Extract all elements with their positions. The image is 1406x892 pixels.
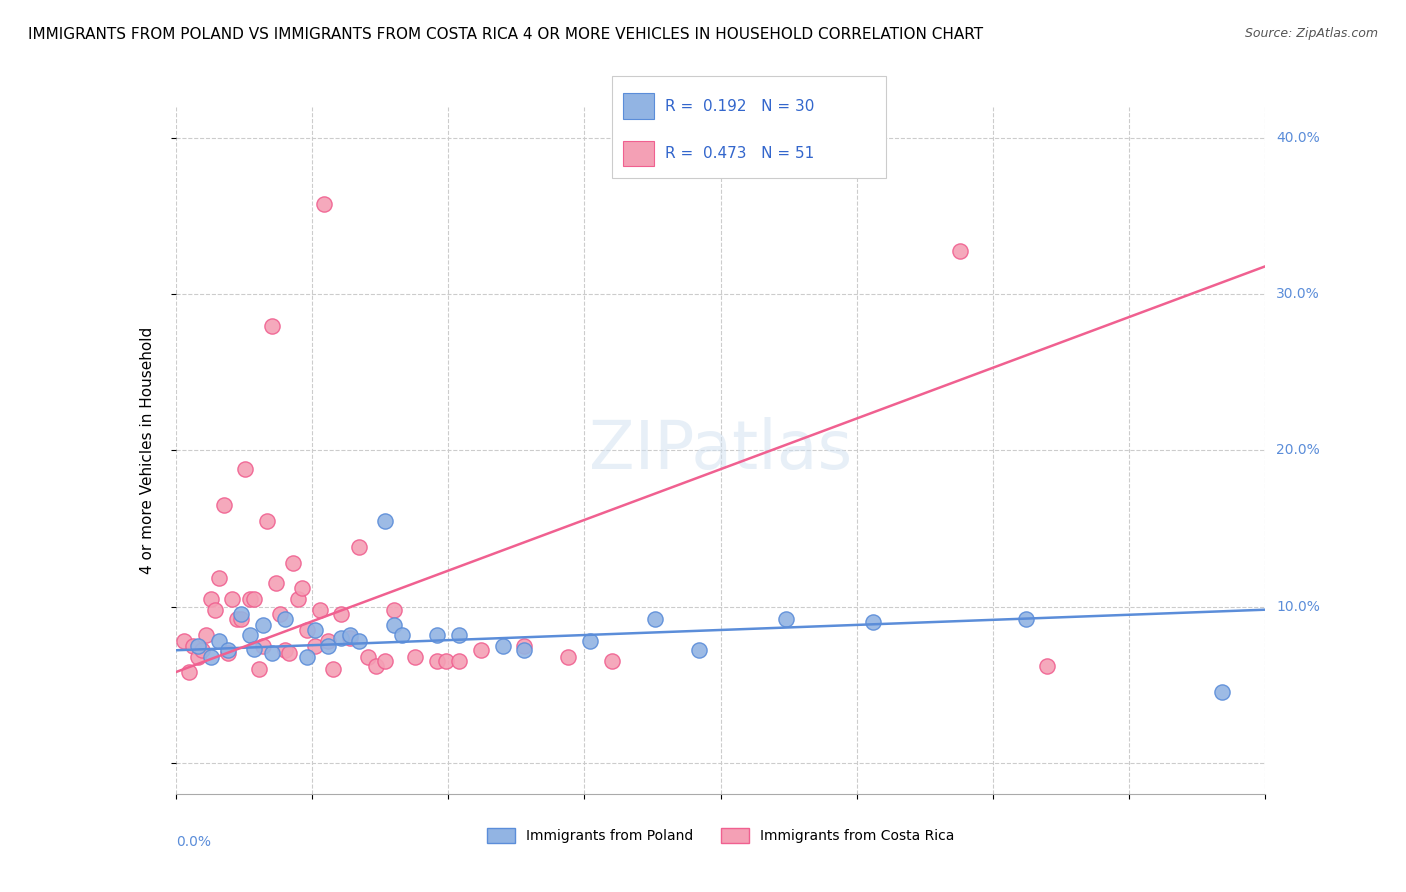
Point [391, 628, 413, 642]
Text: 10.0%: 10.0% [1277, 599, 1320, 614]
Point [200, 649, 222, 664]
Text: IMMIGRANTS FROM POLAND VS IMMIGRANTS FROM COSTA RICA 4 OR MORE VEHICLES IN HOUSE: IMMIGRANTS FROM POLAND VS IMMIGRANTS FRO… [28, 27, 983, 42]
Point [426, 654, 449, 668]
Point [688, 643, 710, 657]
Point [513, 643, 536, 657]
Point [374, 514, 396, 528]
Point [247, 662, 270, 676]
Point [644, 612, 666, 626]
Point [447, 628, 470, 642]
Point [217, 646, 239, 660]
Point [579, 633, 602, 648]
Point [330, 607, 353, 622]
Point [260, 646, 283, 660]
Point [208, 571, 231, 585]
Point [447, 654, 470, 668]
Point [470, 643, 492, 657]
Point [252, 618, 274, 632]
Point [347, 633, 370, 648]
Point [274, 612, 297, 626]
Y-axis label: 4 or more Vehicles in Household: 4 or more Vehicles in Household [141, 326, 155, 574]
Point [291, 581, 314, 595]
Text: R =  0.192   N = 30: R = 0.192 N = 30 [665, 99, 814, 113]
Point [600, 654, 623, 668]
Point [513, 639, 536, 653]
Point [243, 641, 266, 656]
Text: ZIPatlas: ZIPatlas [589, 417, 852, 483]
Point [318, 633, 340, 648]
Point [1036, 658, 1059, 673]
Point [287, 591, 309, 606]
Point [243, 591, 266, 606]
Point [260, 318, 283, 333]
Point [200, 591, 222, 606]
Point [557, 649, 579, 664]
Point [256, 514, 278, 528]
Point [312, 196, 335, 211]
Point [339, 631, 361, 645]
Text: 20.0%: 20.0% [1277, 443, 1320, 458]
Point [173, 633, 195, 648]
Point [186, 639, 209, 653]
Point [231, 607, 253, 622]
Point [304, 623, 326, 637]
Point [191, 643, 214, 657]
Point [274, 643, 297, 657]
Point [278, 646, 301, 660]
Point [177, 665, 200, 680]
Point [252, 639, 274, 653]
Legend: Immigrants from Poland, Immigrants from Costa Rica: Immigrants from Poland, Immigrants from … [481, 822, 960, 849]
Point [949, 244, 972, 258]
Point [382, 618, 405, 632]
Point [295, 649, 318, 664]
Point [356, 649, 378, 664]
Point [366, 658, 388, 673]
Point [204, 603, 226, 617]
Point [264, 576, 287, 591]
Point [217, 643, 239, 657]
Point [775, 612, 797, 626]
Point [295, 623, 318, 637]
Point [304, 639, 326, 653]
Point [862, 615, 884, 630]
Point [225, 612, 247, 626]
Point [283, 556, 305, 570]
Point [308, 603, 330, 617]
Point [239, 591, 262, 606]
Point [212, 498, 235, 512]
Point [374, 654, 396, 668]
Point [221, 591, 243, 606]
Point [195, 628, 218, 642]
Point [382, 603, 405, 617]
Point [347, 540, 370, 554]
Point [1015, 612, 1038, 626]
Point [235, 462, 257, 476]
Point [426, 628, 449, 642]
Point [405, 649, 427, 664]
Text: R =  0.473   N = 51: R = 0.473 N = 51 [665, 145, 814, 161]
Point [492, 639, 515, 653]
Point [339, 628, 361, 642]
Point [318, 639, 340, 653]
Point [330, 631, 353, 645]
Point [1211, 685, 1233, 699]
Point [186, 649, 209, 664]
Point [322, 662, 344, 676]
Text: 30.0%: 30.0% [1277, 287, 1320, 301]
Point [269, 607, 291, 622]
Text: 0.0%: 0.0% [176, 835, 211, 849]
Point [208, 633, 231, 648]
Point [231, 612, 253, 626]
Point [434, 654, 457, 668]
Text: 40.0%: 40.0% [1277, 131, 1320, 145]
Text: Source: ZipAtlas.com: Source: ZipAtlas.com [1244, 27, 1378, 40]
Point [181, 639, 204, 653]
Point [239, 628, 262, 642]
